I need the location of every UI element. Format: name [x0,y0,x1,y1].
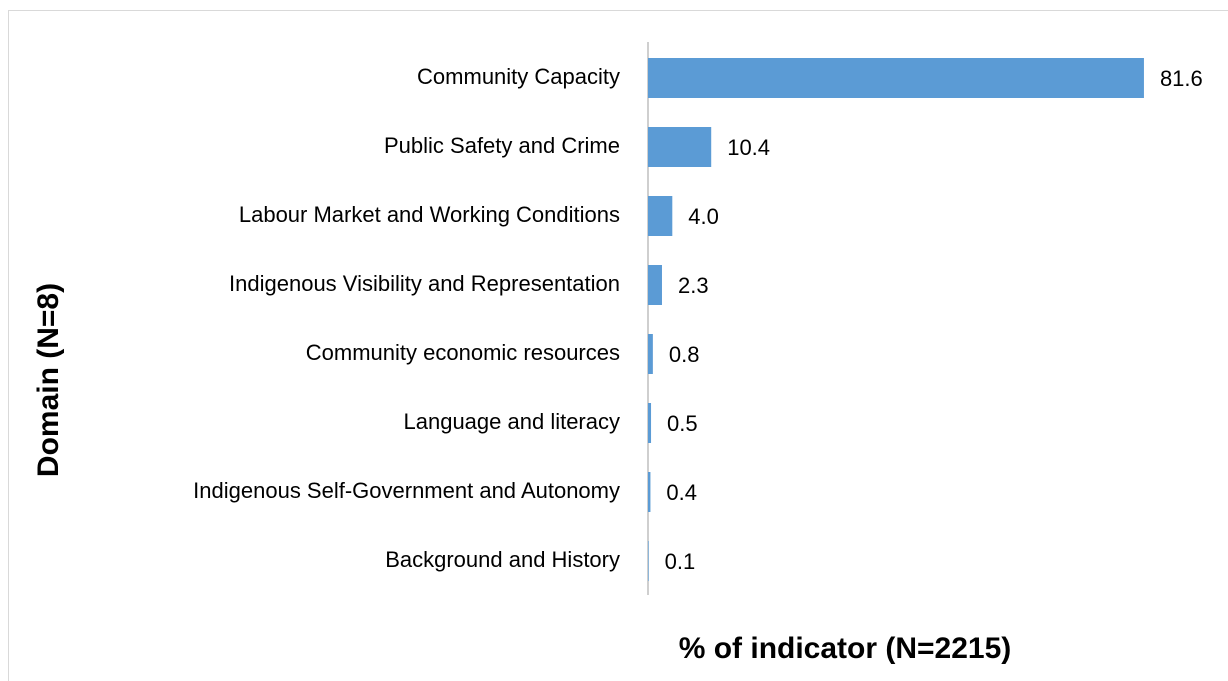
y-axis-title: Domain (N=8) [32,283,65,477]
y-tick-label: Community Capacity [417,64,620,89]
y-tick-label: Language and literacy [404,409,621,434]
chart-border [8,10,1228,681]
data-label: 81.6 [1160,66,1203,91]
data-label: 10.4 [727,135,770,160]
bar [648,334,653,374]
y-tick-label: Background and History [385,547,620,572]
data-label: 4.0 [688,204,719,229]
data-label: 2.3 [678,273,709,298]
y-tick-label: Indigenous Visibility and Representation [229,271,620,296]
data-label: 0.5 [667,411,698,436]
bar [648,541,649,581]
data-label: 0.1 [665,549,696,574]
bar [648,265,662,305]
y-tick-label: Indigenous Self-Government and Autonomy [193,478,620,503]
bar [648,127,712,167]
data-label: 0.8 [669,342,700,367]
y-tick-label: Community economic resources [306,340,620,365]
bar [648,58,1144,98]
x-axis-title: % of indicator (N=2215) [679,632,1012,665]
y-tick-label: Public Safety and Crime [384,133,620,158]
y-tick-label: Labour Market and Working Conditions [239,202,620,227]
bar [648,196,673,236]
bar [648,472,651,512]
bar [648,403,652,443]
data-label: 0.4 [666,480,697,505]
